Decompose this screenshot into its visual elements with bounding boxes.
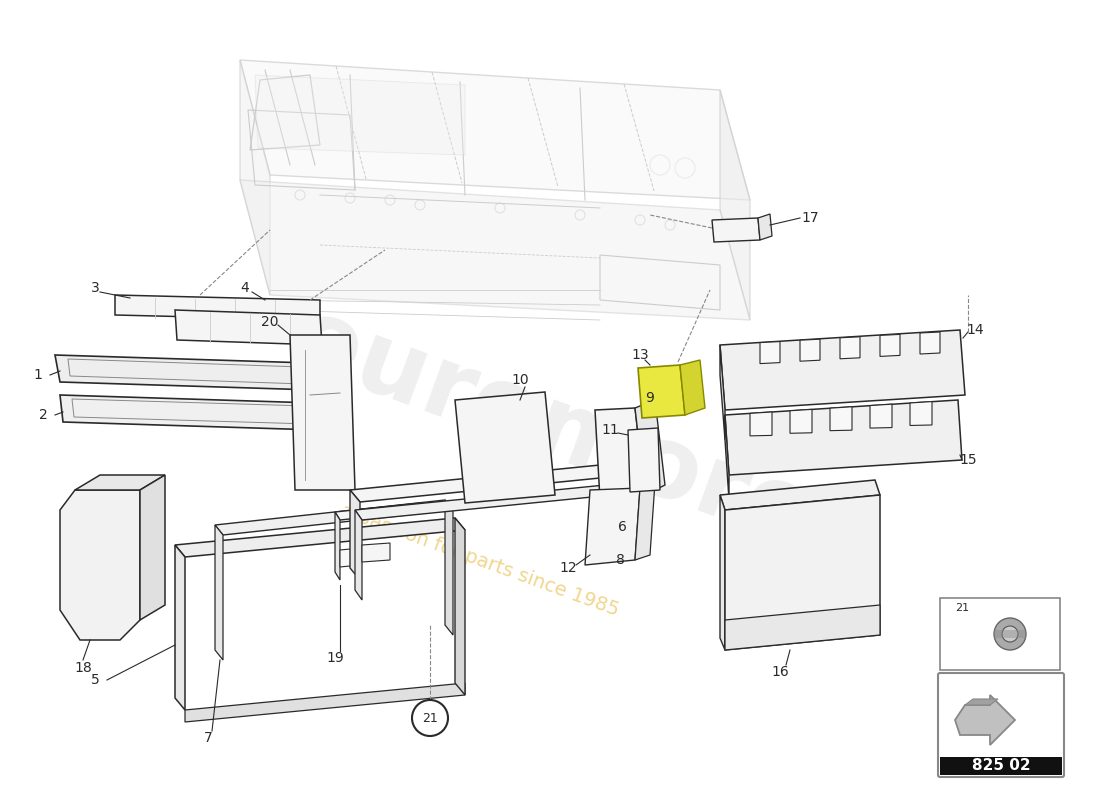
Text: 6: 6 <box>617 520 626 534</box>
Text: 21: 21 <box>422 711 438 725</box>
Polygon shape <box>720 495 725 650</box>
Polygon shape <box>870 404 892 428</box>
Text: 15: 15 <box>959 453 977 467</box>
Text: 12: 12 <box>559 561 576 575</box>
Text: 17: 17 <box>801 211 818 225</box>
Circle shape <box>102 517 108 523</box>
Polygon shape <box>175 518 465 557</box>
Polygon shape <box>75 475 165 490</box>
Polygon shape <box>638 365 685 418</box>
Text: 9: 9 <box>646 391 654 405</box>
Circle shape <box>412 700 448 736</box>
Polygon shape <box>340 548 360 567</box>
Polygon shape <box>350 490 360 580</box>
Polygon shape <box>585 488 640 565</box>
Polygon shape <box>350 465 610 502</box>
Polygon shape <box>720 90 750 320</box>
Polygon shape <box>140 475 165 620</box>
Polygon shape <box>60 395 318 430</box>
Polygon shape <box>60 490 140 640</box>
Text: 11: 11 <box>601 423 619 437</box>
Polygon shape <box>240 180 750 320</box>
Polygon shape <box>720 480 880 510</box>
FancyBboxPatch shape <box>938 673 1064 777</box>
Text: 5: 5 <box>90 673 99 687</box>
Polygon shape <box>680 360 705 415</box>
Polygon shape <box>712 218 760 242</box>
Polygon shape <box>175 545 185 710</box>
Text: 2: 2 <box>39 408 47 422</box>
Polygon shape <box>240 60 270 295</box>
Text: 4: 4 <box>241 281 250 295</box>
Text: 19: 19 <box>326 651 344 665</box>
Text: a passion for parts since 1985: a passion for parts since 1985 <box>338 501 622 619</box>
Bar <box>994 630 1026 638</box>
Polygon shape <box>720 330 965 410</box>
Polygon shape <box>240 60 750 200</box>
Polygon shape <box>910 402 932 426</box>
Text: 18: 18 <box>74 661 92 675</box>
Polygon shape <box>965 699 998 705</box>
Polygon shape <box>635 400 666 495</box>
Polygon shape <box>455 392 556 503</box>
Polygon shape <box>920 332 940 354</box>
Text: 20: 20 <box>262 315 278 329</box>
Text: 3: 3 <box>90 281 99 295</box>
Polygon shape <box>595 408 645 500</box>
Polygon shape <box>720 345 725 440</box>
Polygon shape <box>336 503 425 520</box>
Bar <box>940 598 1060 670</box>
Polygon shape <box>185 683 465 722</box>
Text: 14: 14 <box>966 323 983 337</box>
Polygon shape <box>725 400 962 475</box>
Circle shape <box>1002 626 1018 642</box>
Text: 16: 16 <box>771 665 789 679</box>
Polygon shape <box>760 342 780 363</box>
Text: 13: 13 <box>631 348 649 362</box>
Circle shape <box>994 618 1026 650</box>
Text: 8: 8 <box>616 553 625 567</box>
Polygon shape <box>600 465 610 557</box>
Polygon shape <box>214 525 223 660</box>
Text: 825 02: 825 02 <box>971 758 1031 774</box>
Text: 21: 21 <box>955 603 969 613</box>
Text: 10: 10 <box>512 373 529 387</box>
Polygon shape <box>214 500 453 535</box>
Polygon shape <box>800 339 820 362</box>
Polygon shape <box>955 695 1015 745</box>
Polygon shape <box>750 412 772 436</box>
Polygon shape <box>55 355 315 390</box>
Polygon shape <box>628 428 660 492</box>
Polygon shape <box>175 310 322 345</box>
Bar <box>940 757 1062 775</box>
Text: euromores: euromores <box>278 290 881 590</box>
Polygon shape <box>336 512 340 580</box>
Polygon shape <box>255 75 465 155</box>
Polygon shape <box>355 485 612 520</box>
Polygon shape <box>840 337 860 358</box>
Text: 1: 1 <box>34 368 43 382</box>
Polygon shape <box>355 510 362 600</box>
Polygon shape <box>362 543 390 562</box>
Polygon shape <box>758 214 772 240</box>
Polygon shape <box>455 518 465 695</box>
Text: 7: 7 <box>204 731 212 745</box>
Polygon shape <box>446 500 453 635</box>
Polygon shape <box>880 334 900 357</box>
Polygon shape <box>725 605 880 650</box>
Polygon shape <box>116 295 320 320</box>
Polygon shape <box>725 415 729 500</box>
Polygon shape <box>725 495 880 650</box>
Polygon shape <box>635 482 654 560</box>
Polygon shape <box>790 410 812 434</box>
Polygon shape <box>290 335 355 490</box>
Polygon shape <box>830 406 852 430</box>
